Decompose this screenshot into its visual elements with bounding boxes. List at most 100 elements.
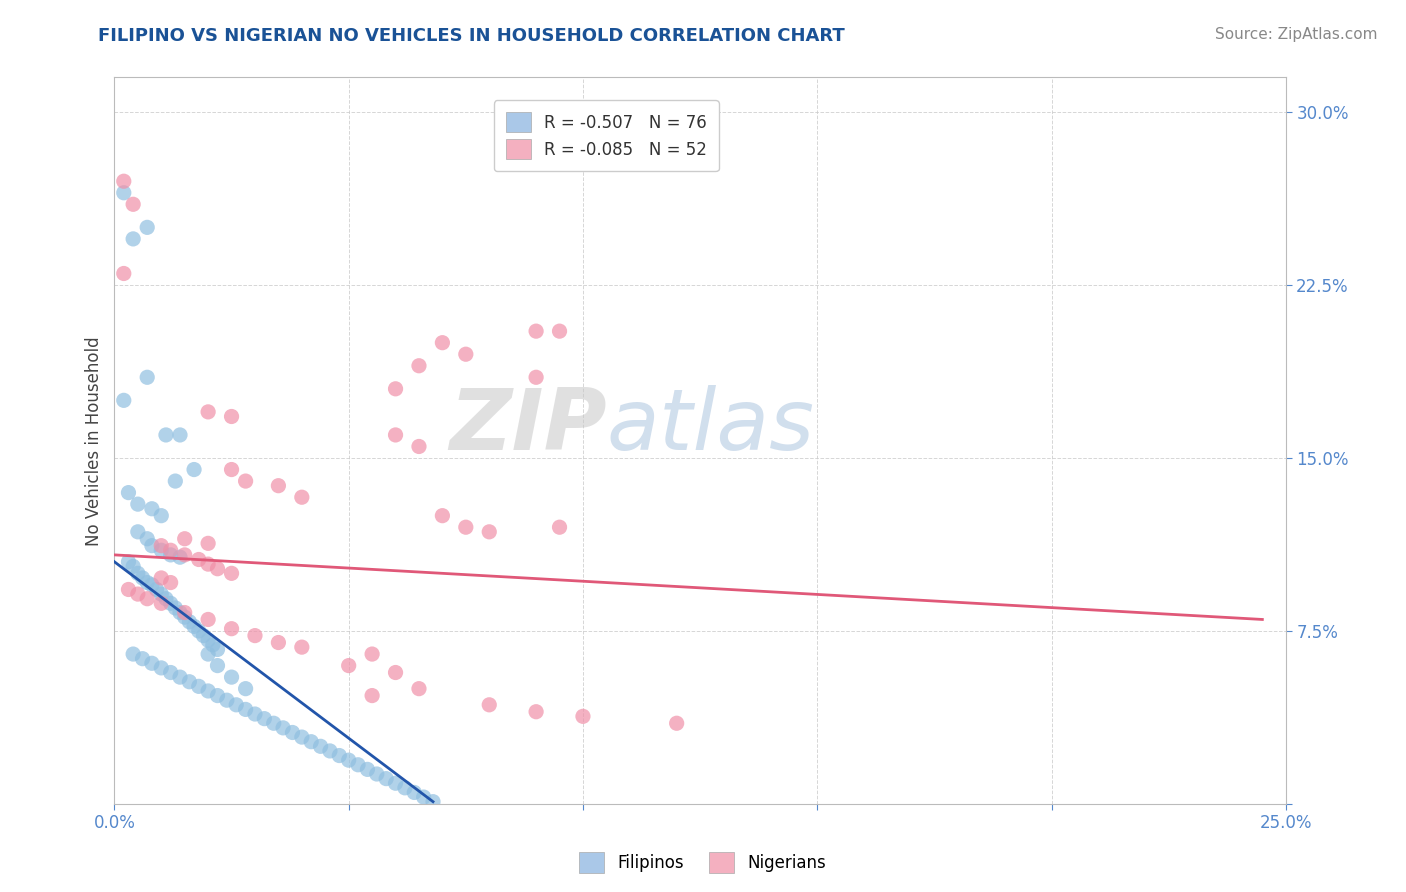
Point (235, 702, 257, 716)
Point (215, 693, 238, 707)
Point (117, 582, 139, 597)
Point (136, 575, 159, 590)
Legend: Filipinos, Nigerians: Filipinos, Nigerians (572, 846, 834, 880)
Point (169, 428, 191, 442)
Point (207, 689, 229, 703)
Point (141, 657, 163, 671)
Text: atlas: atlas (606, 384, 814, 467)
Point (665, 716, 688, 731)
Point (201, 638, 224, 652)
Point (432, 335, 454, 350)
Point (328, 748, 350, 763)
Point (408, 440, 430, 454)
Point (291, 490, 314, 504)
Point (127, 497, 149, 511)
Point (408, 359, 430, 373)
Point (117, 485, 139, 500)
Point (243, 706, 266, 721)
Point (150, 571, 173, 585)
Point (150, 587, 173, 601)
Point (548, 324, 571, 338)
Point (159, 665, 181, 680)
Point (145, 582, 167, 597)
Point (221, 566, 243, 581)
Point (197, 557, 219, 571)
Point (197, 405, 219, 419)
Point (155, 428, 177, 442)
Point (524, 705, 547, 719)
Text: FILIPINO VS NIGERIAN NO VEHICLES IN HOUSEHOLD CORRELATION CHART: FILIPINO VS NIGERIAN NO VEHICLES IN HOUS… (98, 27, 845, 45)
Point (478, 524, 501, 539)
Text: ZIP: ZIP (449, 384, 606, 467)
Point (267, 635, 290, 649)
Point (404, 785, 426, 799)
Point (112, 393, 135, 408)
Point (136, 532, 159, 546)
Point (337, 753, 360, 767)
Point (432, 508, 454, 523)
Point (159, 575, 181, 590)
Point (291, 730, 314, 744)
Point (187, 552, 209, 566)
Point (375, 772, 398, 786)
Point (197, 536, 219, 550)
Point (267, 478, 290, 492)
Point (141, 501, 163, 516)
Point (356, 763, 378, 777)
Point (159, 543, 181, 558)
Point (524, 324, 547, 338)
Point (454, 520, 477, 534)
Point (136, 591, 159, 606)
Point (122, 232, 145, 246)
Point (548, 520, 571, 534)
Point (281, 725, 304, 739)
Point (112, 174, 135, 188)
Point (524, 370, 547, 384)
Point (150, 543, 173, 558)
Point (127, 524, 149, 539)
Point (361, 647, 384, 661)
Point (122, 559, 145, 574)
Point (384, 428, 406, 442)
Point (165, 474, 187, 488)
Point (207, 642, 229, 657)
Point (131, 571, 153, 585)
Point (347, 757, 370, 772)
Point (112, 267, 135, 281)
Point (159, 596, 181, 610)
Text: Source: ZipAtlas.com: Source: ZipAtlas.com (1215, 27, 1378, 42)
Point (221, 462, 243, 476)
Point (197, 647, 219, 661)
Point (271, 721, 294, 735)
Y-axis label: No Vehicles in Household: No Vehicles in Household (86, 336, 103, 546)
Point (263, 716, 285, 731)
Point (225, 698, 247, 712)
Point (159, 548, 181, 562)
Point (117, 555, 139, 569)
Point (122, 197, 145, 211)
Point (412, 790, 434, 805)
Point (319, 744, 342, 758)
Point (422, 795, 444, 809)
Point (173, 606, 195, 620)
Point (122, 647, 145, 661)
Point (207, 658, 229, 673)
Point (150, 508, 173, 523)
Point (408, 681, 430, 696)
Point (309, 739, 332, 754)
Point (337, 658, 360, 673)
Point (235, 681, 257, 696)
Point (150, 596, 173, 610)
Point (131, 651, 153, 665)
Point (112, 186, 135, 200)
Point (384, 382, 406, 396)
Point (193, 629, 215, 643)
Point (394, 780, 416, 795)
Point (384, 776, 406, 790)
Point (366, 767, 388, 781)
Point (173, 532, 195, 546)
Point (165, 601, 187, 615)
Point (243, 629, 266, 643)
Point (197, 612, 219, 626)
Legend: R = -0.507   N = 76, R = -0.085   N = 52: R = -0.507 N = 76, R = -0.085 N = 52 (494, 100, 718, 171)
